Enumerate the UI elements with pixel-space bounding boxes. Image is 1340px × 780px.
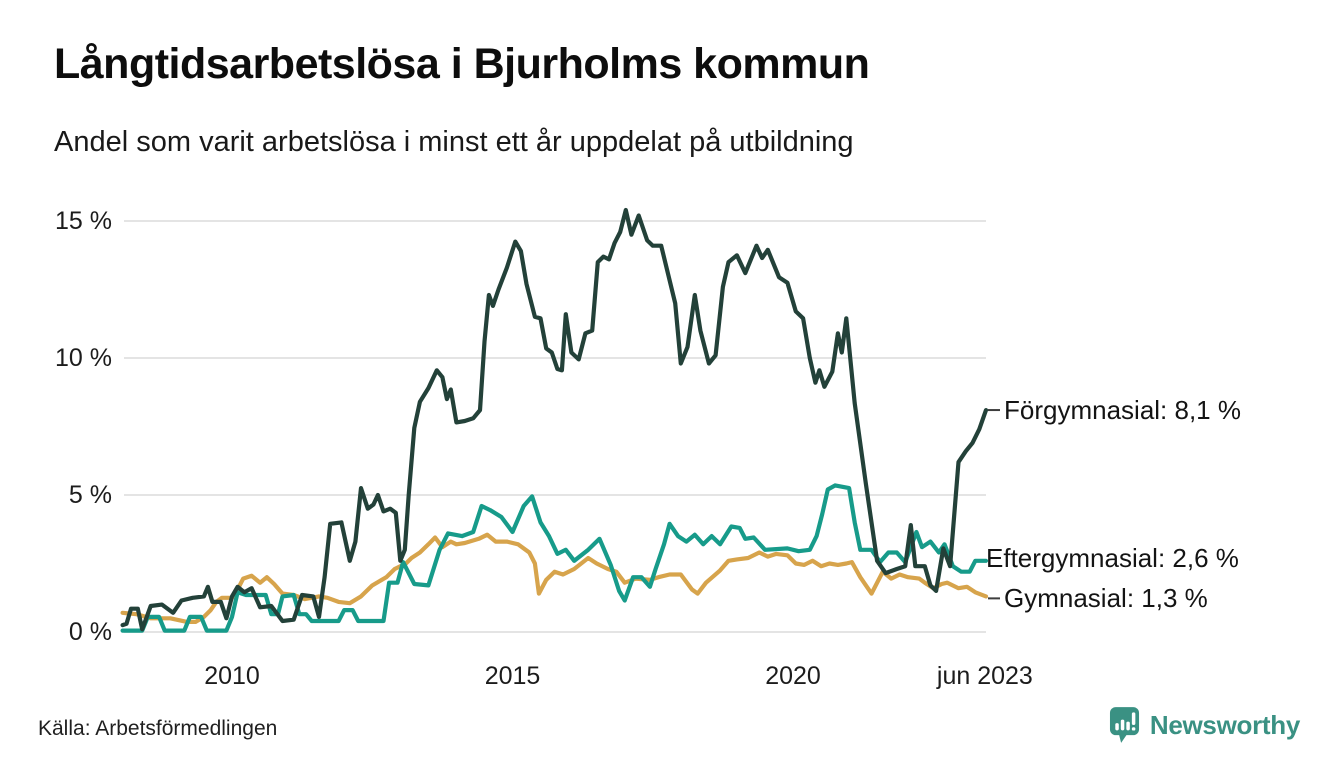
x-tick-label: 2010: [204, 662, 260, 690]
x-tick-label: 2020: [765, 662, 821, 690]
page-subtitle: Andel som varit arbetslösa i minst ett å…: [54, 126, 854, 158]
newsworthy-logo-icon: [1109, 707, 1139, 743]
series-line-gymnasial: [120, 532, 989, 625]
page-title: Långtidsarbetslösa i Bjurholms kommun: [54, 40, 870, 88]
x-tick-label: jun 2023: [936, 662, 1033, 690]
source-note: Källa: Arbetsförmedlingen: [38, 717, 278, 740]
newsworthy-logo-text: Newsworthy: [1149, 709, 1300, 740]
y-tick-label: 15 %: [55, 207, 112, 235]
y-tick-label: 0 %: [68, 618, 112, 646]
series-end-label-gymnasial: Gymnasial: 1,3 %: [1004, 583, 1208, 614]
series-end-label-eftergymnasial: Eftergymnasial: 2,6 %: [986, 542, 1239, 573]
x-tick-label: 2015: [484, 662, 541, 690]
series-line-förgymnasial: [120, 207, 989, 632]
y-tick-label: 5 %: [68, 481, 112, 509]
series-end-label-förgymnasial: Förgymnasial: 8,1 %: [1004, 395, 1241, 426]
y-tick-label: 10 %: [55, 344, 112, 372]
newsworthy-brand[interactable]: Newsworthy: [1109, 706, 1300, 744]
series-line-eftergymnasial: [120, 483, 989, 633]
